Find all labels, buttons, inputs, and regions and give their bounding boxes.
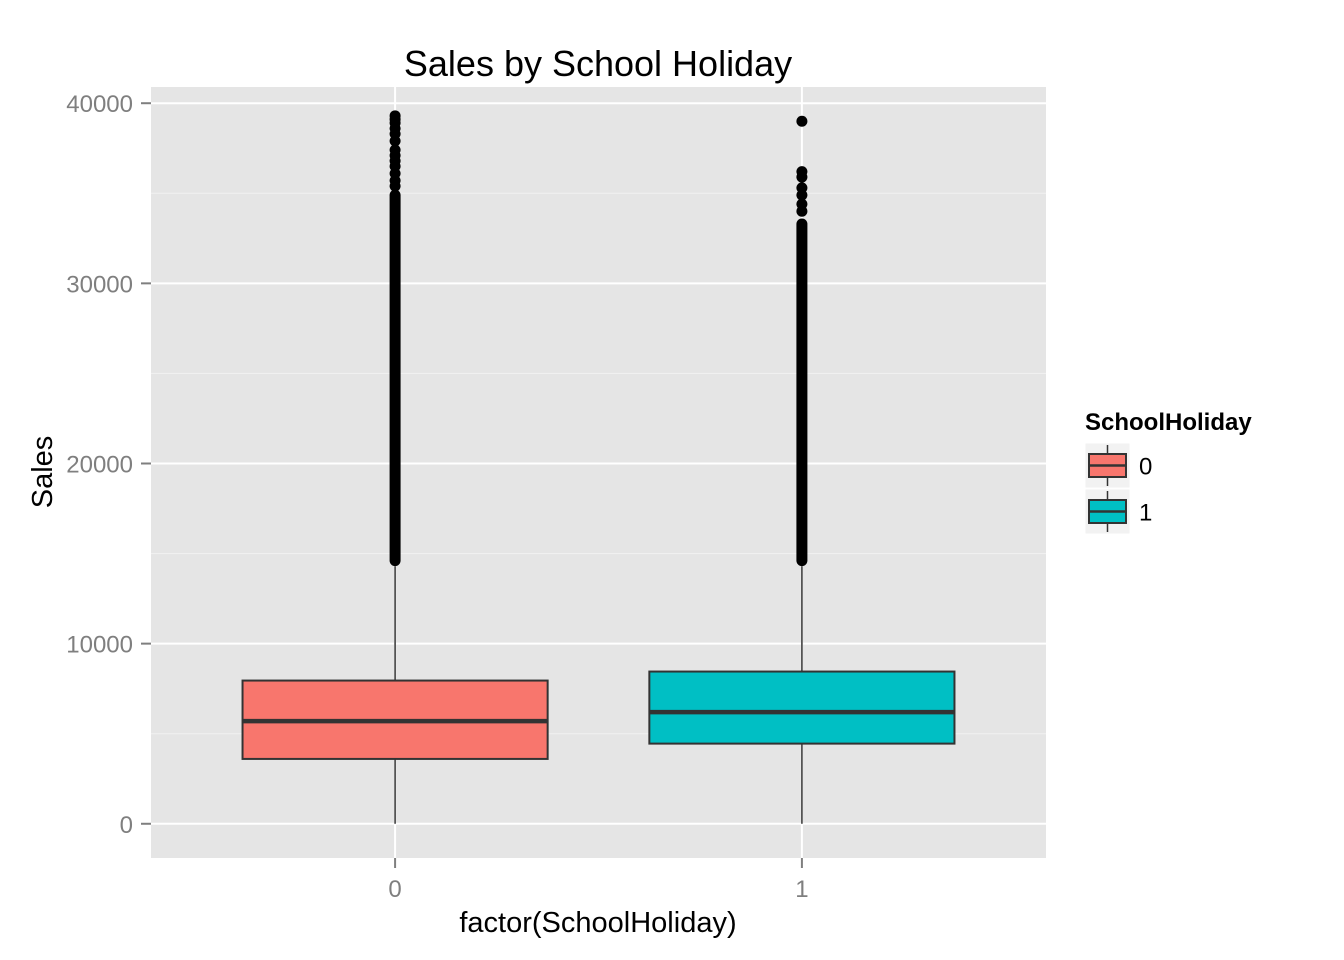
legend-entry-0: 0	[1084, 442, 1152, 489]
legend-entry-1: 1	[1084, 488, 1152, 535]
outlier-point	[389, 110, 401, 122]
x-tick-label: 0	[388, 876, 401, 903]
y-tick-label: 0	[120, 812, 133, 839]
x-axis-title: factor(SchoolHoliday)	[459, 907, 736, 939]
y-axis-title: Sales	[27, 436, 59, 509]
outlier-point	[389, 144, 401, 156]
outlier-point	[796, 115, 808, 127]
chart-title: Sales by School Holiday	[404, 43, 792, 84]
outlier-point	[796, 182, 808, 194]
y-tick-label: 40000	[66, 91, 133, 118]
legend: SchoolHoliday 0 1	[1084, 409, 1252, 535]
y-tick-label: 10000	[66, 632, 133, 659]
outlier-band	[389, 189, 401, 567]
y-tick-label: 30000	[66, 271, 133, 298]
boxplot-1	[648, 115, 956, 824]
outlier-point	[796, 166, 808, 178]
legend-title: SchoolHoliday	[1085, 409, 1252, 436]
legend-label: 0	[1139, 454, 1152, 481]
legend-label: 1	[1139, 500, 1152, 527]
outlier-band	[796, 218, 808, 567]
x-tick-label: 1	[795, 876, 808, 903]
box-iqr	[648, 670, 956, 745]
boxplots	[241, 110, 956, 824]
outlier-point	[796, 198, 808, 210]
y-axis: 0 10000 20000 30000 40000	[66, 91, 151, 839]
y-tick-label: 20000	[66, 451, 133, 478]
boxplot-0	[241, 110, 549, 824]
